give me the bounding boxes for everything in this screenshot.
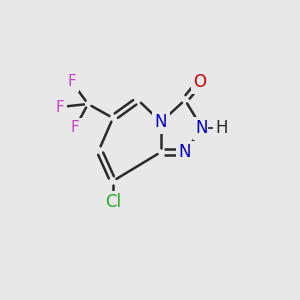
Text: F: F [70,121,80,136]
Text: F: F [56,100,64,115]
Text: N: N [155,113,167,131]
Text: N: N [196,119,208,137]
Text: O: O [194,73,206,91]
Text: F: F [68,74,76,89]
Text: N: N [179,143,191,161]
Text: H: H [215,119,227,137]
Text: Cl: Cl [105,193,121,211]
